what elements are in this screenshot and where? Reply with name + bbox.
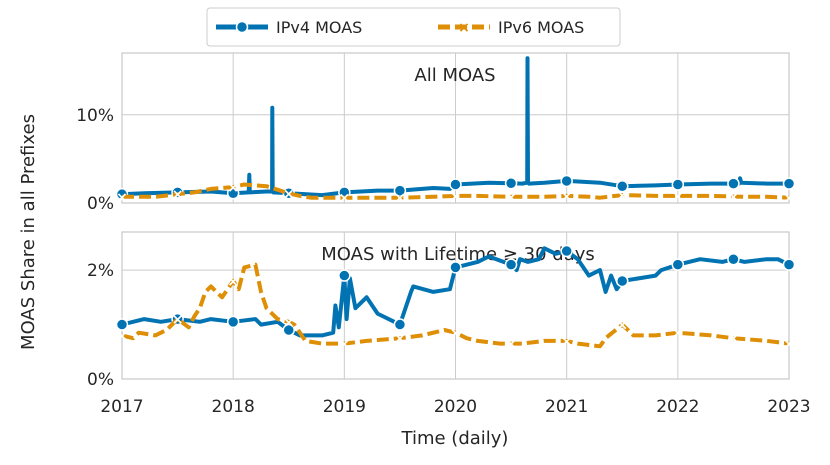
x-tick-label: 2020 [434, 397, 477, 417]
series-line-ipv6-moas [122, 182, 790, 200]
x-tick-label: 2017 [100, 397, 143, 417]
series-point-ipv6-moas: × [450, 326, 462, 342]
series-point-ipv6-moas: × [227, 274, 239, 290]
series-point-ipv6-moas: × [283, 186, 295, 202]
series-point-ipv6-moas: × [616, 188, 628, 204]
series-point-ipv6-moas: × [505, 190, 517, 206]
series-point-ipv4-moas [560, 174, 573, 188]
series-point-ipv4-moas [671, 258, 685, 271]
x-tick-label: 2023 [767, 397, 810, 417]
x-tick-label: 2022 [656, 397, 699, 417]
legend-entry-ipv6: × IPv6 MOAS [438, 18, 584, 37]
series-point-ipv4-moas [226, 315, 240, 329]
plot-frame [121, 231, 790, 380]
series-line-ipv4-moas [121, 246, 790, 338]
x-axis-label: Time (daily) [401, 428, 509, 449]
series-point-ipv6-moas: × [728, 331, 740, 347]
x-tick-label: 2019 [323, 397, 366, 417]
series-point-ipv4-moas [338, 269, 351, 282]
series-point-ipv6-moas: × [505, 337, 517, 353]
x-tick-label: 2021 [545, 397, 588, 417]
series-point-ipv4-moas [115, 318, 129, 331]
y-axis-label: MOAS Share in all Prefixes [18, 114, 39, 350]
legend-marker-ipv4 [235, 20, 249, 34]
series-point-ipv4-moas [449, 178, 462, 191]
series-point-ipv4-moas [727, 177, 740, 190]
series-point-ipv6-moas: × [172, 187, 184, 203]
series-point-ipv4-moas [727, 252, 740, 266]
series-point-ipv6-moas: × [338, 337, 350, 353]
series-point-ipv6-moas: × [172, 312, 184, 328]
series-point-ipv4-moas [393, 318, 407, 331]
series-point-ipv6-moas: × [116, 190, 128, 206]
plot-frame [121, 52, 790, 204]
series-point-ipv4-moas [616, 274, 629, 288]
series-point-ipv6-moas: × [728, 190, 740, 206]
series-point-ipv6-moas: × [561, 334, 573, 350]
y-tick-label: 0% [87, 194, 114, 214]
legend: IPv4 MOAS × IPv6 MOAS [206, 7, 621, 47]
series-point-ipv6-moas: × [616, 318, 628, 334]
series-point-ipv6-moas: × [672, 326, 684, 342]
series-point-ipv6-moas: × [394, 331, 406, 347]
series-point-ipv6-moas: × [450, 189, 462, 205]
series-point-ipv6-moas: × [338, 191, 350, 207]
panel-title: All MOAS [414, 65, 495, 86]
y-tick-label: 2% [87, 261, 114, 281]
series-point-ipv6-moas: × [561, 189, 573, 205]
legend-entry-ipv4: IPv4 MOAS [216, 18, 362, 37]
series-point-ipv4-moas [504, 177, 518, 190]
x-tick-label: 2018 [212, 397, 255, 417]
series-point-ipv6-moas: × [783, 191, 795, 207]
series-point-ipv6-moas: × [283, 315, 295, 331]
panel-moas-lifetime: 0%2%MOAS with Lifetime ≥ 30 days××××× × ××… [87, 231, 796, 390]
series-point-ipv6-moas: × [227, 180, 239, 196]
panel-all-moas: 0% 10% All MOAS × × × × × × × × × × × × × [76, 52, 796, 214]
legend-marker-ipv6: × [458, 20, 470, 36]
x-tick-labels: 2017 2018 2019 2020 2021 2022 2023 [100, 397, 810, 417]
series-point-ipv4-moas [282, 323, 295, 337]
series-line-ipv6-moas [121, 262, 790, 349]
legend-label-ipv6: IPv6 MOAS [498, 18, 584, 37]
series-line-ipv4-moas [121, 56, 789, 198]
y-tick-label: 10% [76, 106, 114, 126]
series-point-ipv4-moas [782, 177, 796, 190]
series-point-ipv6-moas: × [672, 189, 684, 205]
legend-label-ipv4: IPv4 MOAS [276, 18, 362, 37]
series-point-ipv4-moas [782, 258, 796, 271]
series-point-ipv4-moas [616, 179, 629, 193]
y-tick-label: 0% [87, 370, 114, 390]
series-point-ipv6-moas: × [116, 328, 128, 344]
legend-frame [206, 7, 621, 47]
series-point-ipv6-moas: × [783, 337, 795, 353]
series-point-ipv4-moas [449, 261, 462, 274]
series-point-ipv4-moas [560, 244, 573, 258]
series-point-ipv4-moas [671, 178, 685, 191]
series-point-ipv4-moas [504, 258, 518, 271]
series-point-ipv6-moas: × [394, 191, 406, 207]
